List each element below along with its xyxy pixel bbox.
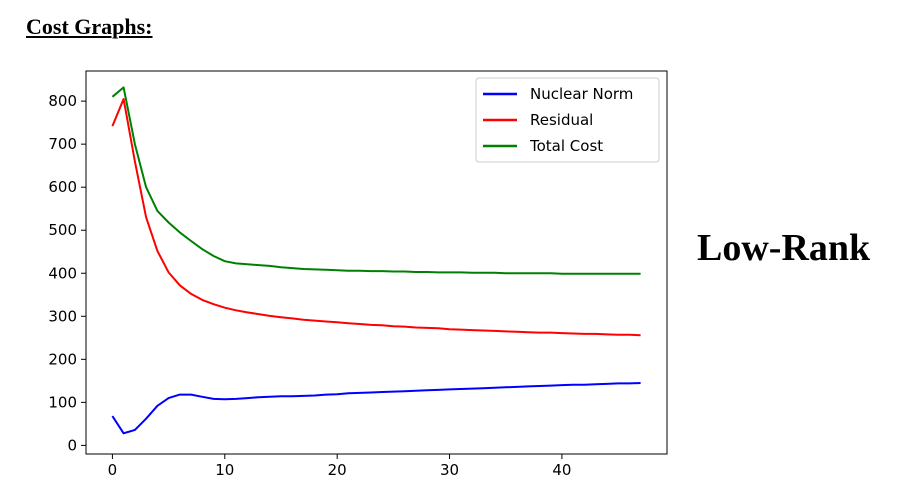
y-tick-label: 100 (48, 393, 77, 411)
x-tick-label: 20 (328, 461, 347, 479)
y-tick-label: 600 (48, 178, 77, 196)
x-axis: 0 10 20 30 40 (108, 454, 571, 479)
y-axis: 0 100 200 300 400 500 600 700 800 (48, 92, 86, 454)
method-label: Low-Rank (697, 227, 871, 269)
y-tick-label: 200 (48, 350, 77, 368)
x-tick-label: 0 (108, 461, 118, 479)
section-heading: Cost Graphs: (26, 14, 153, 39)
y-tick-label: 800 (48, 92, 77, 110)
series-line-nuclear-norm (111, 382, 641, 435)
legend-box (475, 77, 660, 163)
series-line-total-cost (111, 86, 641, 275)
y-tick-label: 700 (48, 135, 77, 153)
y-tick-label: 0 (67, 436, 77, 454)
legend-label: Total Cost (529, 137, 603, 155)
x-tick-label: 30 (440, 461, 459, 479)
legend-label: Residual (530, 111, 593, 129)
y-tick-label: 500 (48, 221, 77, 239)
series-line-residual (111, 98, 641, 337)
y-tick-label: 300 (48, 307, 77, 325)
y-tick-label: 400 (48, 264, 77, 282)
x-tick-label: 40 (552, 461, 571, 479)
axes-frame (85, 70, 668, 455)
series-lines (111, 86, 641, 435)
x-tick-label: 10 (215, 461, 234, 479)
legend-label: Nuclear Norm (530, 85, 633, 103)
legend: Nuclear Norm Residual Total Cost (475, 77, 660, 163)
